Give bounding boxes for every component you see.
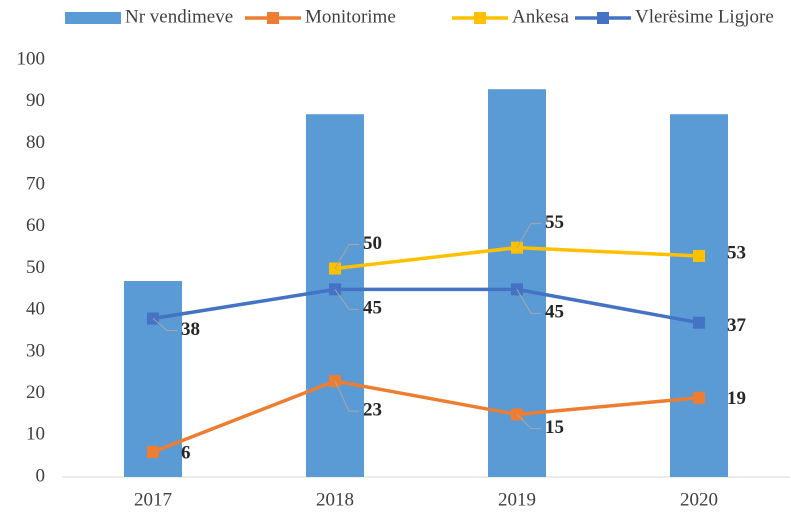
y-tick-label: 0 <box>36 465 46 486</box>
x-tick-label: 2019 <box>498 489 536 510</box>
y-tick-label: 70 <box>26 173 45 194</box>
legend-label: Vlerësime Ligjore <box>635 6 774 27</box>
y-tick-label: 90 <box>26 90 45 111</box>
data-label: 6 <box>181 442 191 463</box>
y-tick-label: 60 <box>26 215 45 236</box>
legend-swatch <box>65 12 121 24</box>
y-tick-label: 50 <box>26 257 45 278</box>
marker <box>693 249 705 262</box>
x-tick-label: 2017 <box>134 489 172 510</box>
legend-label: Monitorime <box>305 6 396 27</box>
data-label: 50 <box>363 233 382 254</box>
y-tick-label: 80 <box>26 132 45 153</box>
y-tick-label: 10 <box>26 424 45 445</box>
y-tick-label: 40 <box>26 299 45 320</box>
marker <box>693 391 705 404</box>
leader-line <box>516 223 541 248</box>
leader-line <box>152 318 177 332</box>
legend-label: Ankesa <box>512 6 570 27</box>
y-tick-label: 30 <box>26 340 45 361</box>
leader-line <box>516 289 541 314</box>
marker <box>147 445 159 458</box>
x-tick-label: 2020 <box>680 489 718 510</box>
data-label: 23 <box>363 399 382 420</box>
data-label: 45 <box>363 298 382 319</box>
bar <box>670 114 728 478</box>
data-label: 37 <box>727 315 747 336</box>
data-label: 19 <box>727 388 746 409</box>
leader-line <box>334 289 359 310</box>
legend-marker <box>474 12 486 24</box>
data-label: 53 <box>727 242 746 263</box>
y-tick-label: 20 <box>26 382 45 403</box>
leader-line <box>516 414 541 429</box>
line <box>152 287 700 325</box>
y-tick-label: 100 <box>17 48 46 69</box>
leader-line <box>334 244 359 269</box>
data-label: 55 <box>545 212 564 233</box>
line <box>152 379 700 454</box>
legend-marker <box>267 12 279 24</box>
leader-line <box>334 380 359 412</box>
marker <box>693 316 705 329</box>
data-label: 15 <box>545 417 564 438</box>
bar <box>306 114 364 478</box>
legend-marker <box>597 12 609 24</box>
legend-label: Nr vendimeve <box>125 6 233 27</box>
data-label: 45 <box>545 302 564 323</box>
data-label: 38 <box>181 319 200 340</box>
x-tick-label: 2018 <box>316 489 354 510</box>
